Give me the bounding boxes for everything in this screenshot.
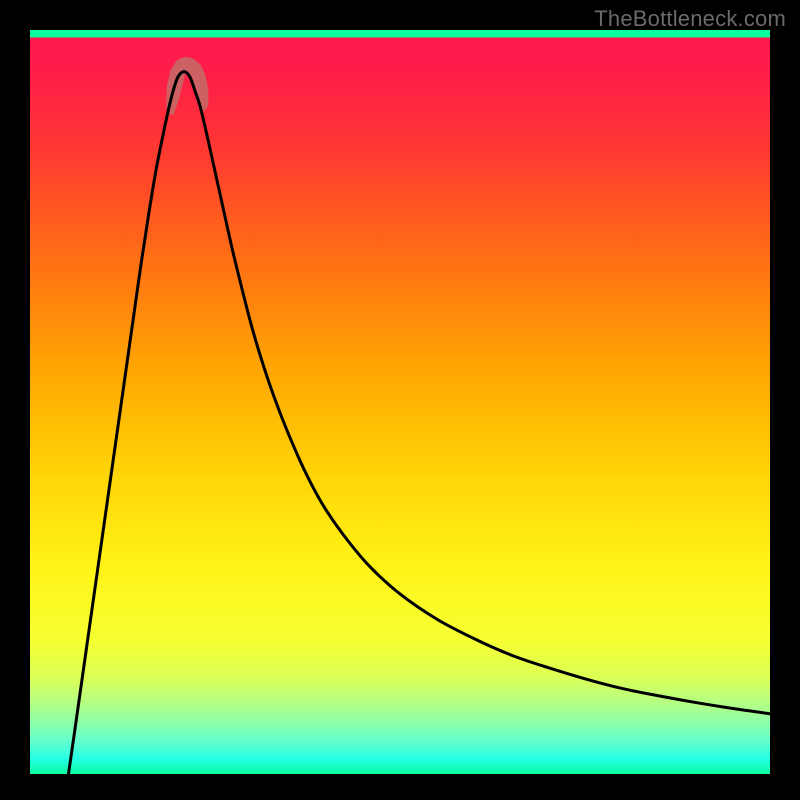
chart-canvas: TheBottleneck.com	[0, 0, 800, 800]
plot-area	[30, 30, 770, 774]
watermark-text: TheBottleneck.com	[594, 6, 786, 32]
chart-svg	[30, 30, 770, 774]
gradient-background	[30, 30, 770, 774]
